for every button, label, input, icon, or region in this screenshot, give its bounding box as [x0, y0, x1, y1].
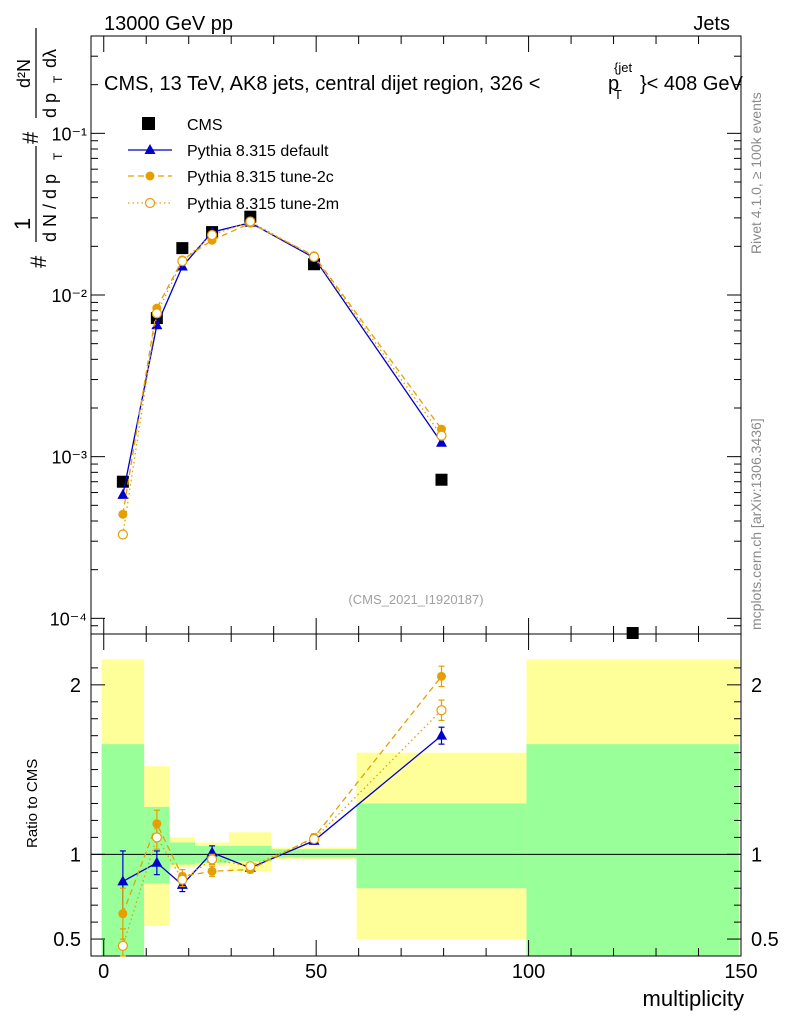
pythia-default-marker: [435, 436, 447, 447]
series-line-open-circle: [122, 220, 443, 535]
x-tick-label: 50: [305, 961, 327, 983]
energy-label: 13000 GeV pp: [104, 13, 233, 35]
ratio-y-tick-label: 1: [70, 844, 81, 866]
ratio-default-marker: [117, 875, 129, 886]
ratio-y-tick-label: 2: [70, 675, 81, 697]
pythia-tune2m-marker: [245, 216, 256, 227]
ratio-tune2m-marker: [117, 940, 128, 951]
legend-tune2m-marker: [144, 197, 156, 209]
x-tick-label: 150: [724, 961, 757, 983]
chart-title-sub: T: [614, 87, 622, 102]
ratio-inner-band: [271, 849, 357, 858]
chart-title-p: p: [608, 73, 619, 95]
chart-title-tail: }< 408 GeV: [640, 73, 744, 95]
ylabel-dN: d N / d p: [40, 174, 60, 242]
series-line-triangle: [122, 222, 443, 496]
ylabel-one: 1: [10, 218, 35, 230]
ratio-tune2m-marker: [177, 874, 188, 885]
chart-title: CMS, 13 TeV, AK8 jets, central dijet reg…: [104, 60, 744, 102]
ratio-y-tick-label-right: 0.5: [751, 929, 779, 951]
x-axis-label: multiplicity: [643, 986, 744, 1011]
analysis-watermark: (CMS_2021_I1920187): [348, 592, 483, 607]
main-series-layer: [116, 210, 639, 639]
pythia-default-marker: [117, 488, 129, 499]
ylabel-dp: d p: [40, 93, 60, 118]
category-label: Jets: [693, 13, 730, 35]
ratio-inner-band: [229, 845, 272, 862]
pythia-tune2m-marker: [117, 529, 128, 540]
cms-data-point: [435, 473, 448, 486]
ratio-y-tick-label-right: 2: [751, 675, 762, 697]
ylabel-dl: dλ: [40, 49, 60, 68]
legend: CMS Pythia 8.315 default Pythia 8.315 tu…: [128, 117, 339, 213]
ratio-tune2c-marker: [436, 671, 446, 681]
ratio-bands-layer: [91, 659, 741, 956]
cms-data-point: [116, 475, 129, 488]
legend-default-marker: [144, 144, 156, 154]
ratio-inner-band: [526, 744, 739, 956]
ratio-tune2c-marker: [118, 909, 128, 919]
pythia-tune2m-marker: [308, 251, 320, 263]
pythia-tune2m-marker: [436, 430, 447, 441]
ratio-tune2m-marker: [436, 705, 447, 716]
ylabel-T-2: T: [51, 75, 65, 83]
ratio-tune2m-marker: [151, 832, 162, 843]
ratio-default-marker: [435, 729, 447, 740]
x-tick-label: 0: [98, 961, 109, 983]
chart-title-main: CMS, 13 TeV, AK8 jets, central dijet reg…: [104, 73, 540, 95]
main-y-tick-label: 10⁻²: [51, 286, 87, 306]
ratio-tune2c-marker: [207, 866, 217, 876]
ylabel-T-1: T: [51, 152, 65, 160]
ratio-axis-ticks: 0.5 0.5 1 1 2 2 0 50 100 150: [53, 634, 779, 983]
ratio-series-layer: [117, 665, 447, 957]
main-y-tick-label: 10⁻¹: [51, 124, 87, 144]
ratio-y-tick-label-right: 1: [751, 844, 762, 866]
legend-tune2m-label: Pythia 8.315 tune-2m: [187, 196, 339, 213]
rivet-version-label: Rivet 4.1.0, ≥ 100k events: [748, 92, 764, 254]
legend-tune2c-label: Pythia 8.315 tune-2c: [187, 169, 334, 186]
ratio-tune2m-marker: [308, 833, 320, 845]
chart-title-sup: {jet: [614, 60, 632, 75]
ylabel-hash-2: #: [18, 131, 43, 144]
legend-default-label: Pythia 8.315 default: [187, 143, 329, 160]
legend-tune2c-marker: [145, 171, 155, 181]
ratio-inner-band: [169, 842, 196, 865]
x-tick-label: 100: [512, 961, 545, 983]
cms-data-point: [626, 627, 639, 639]
pythia-tune2m-marker: [151, 308, 162, 319]
ratio-y-tick-label: 0.5: [53, 929, 81, 951]
main-y-tick-label: 10⁻⁴: [50, 609, 87, 629]
legend-cms-label: CMS: [187, 117, 223, 134]
ratio-y-axis-label: Ratio to CMS: [24, 759, 41, 848]
ratio-plot-frame: [90, 633, 742, 957]
main-axis-ticks: 10⁻⁴ 10⁻³ 10⁻² 10⁻¹: [50, 35, 742, 635]
ratio-tune2m-marker: [245, 861, 256, 872]
ylabel-hash-1: #: [26, 255, 51, 268]
main-y-tick-label: 10⁻³: [51, 448, 87, 468]
pythia-tune2m-marker: [206, 229, 218, 241]
ratio-tune2m-marker: [206, 854, 218, 865]
mcplots-label: mcplots.cern.ch [arXiv:1306.3436]: [748, 418, 764, 630]
ylabel-d2N: d²N: [14, 59, 34, 88]
cms-data-point: [176, 242, 189, 255]
ratio-inner-band: [356, 803, 527, 889]
ratio-default-marker: [151, 856, 163, 867]
main-y-axis-label: # 1 d N / d p T # d²N d p T dλ: [10, 28, 65, 268]
pythia-tune2m-marker: [177, 256, 188, 267]
legend-cms-marker: [142, 117, 155, 130]
